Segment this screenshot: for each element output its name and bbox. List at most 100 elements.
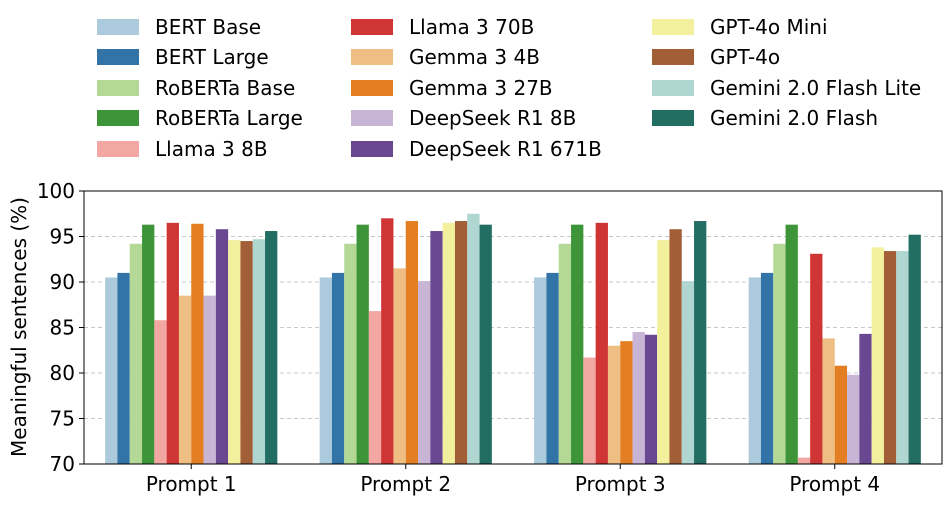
legend-swatch-roberta-large <box>97 110 139 126</box>
y-axis: 70 75 80 85 90 95 100 <box>37 179 84 476</box>
legend-swatch-llama-3-70b <box>351 19 393 35</box>
bar-llama-3-70b-prompt-1 <box>166 222 179 464</box>
y-tick-label: 90 <box>50 270 75 294</box>
bar-gemini-2-0-flash-lite-prompt-4 <box>896 251 909 464</box>
y-tick-label: 85 <box>50 316 75 340</box>
legend-swatch-gemini-2-0-flash-lite <box>652 80 694 96</box>
legend-swatch-deepseek-r1-671b <box>351 141 393 157</box>
bars <box>105 213 921 464</box>
bar-llama-3-70b-prompt-2 <box>381 218 394 464</box>
bar-llama-3-70b-prompt-4 <box>810 253 823 464</box>
bar-gemini-2-0-flash-lite-prompt-2 <box>467 213 480 464</box>
bar-roberta-large-prompt-1 <box>142 224 155 464</box>
bar-deepseek-r1-671b-prompt-2 <box>430 231 443 464</box>
legend-label-gemma-3-4b: Gemma 3 4B <box>409 45 540 69</box>
bar-gemma-3-4b-prompt-4 <box>822 338 835 464</box>
bar-gemini-2-0-flash-prompt-2 <box>479 224 492 464</box>
legend-label-gemini-2-0-flash-lite: Gemini 2.0 Flash Lite <box>710 76 921 100</box>
legend-label-bert-large: BERT Large <box>155 45 269 69</box>
bar-gemma-3-4b-prompt-1 <box>178 295 192 464</box>
bar-roberta-large-prompt-3 <box>571 224 584 464</box>
bar-gpt-4o-prompt-4 <box>883 251 897 464</box>
bar-bert-large-prompt-3 <box>546 272 559 464</box>
legend-swatch-gpt-4o-mini <box>652 19 694 35</box>
bar-deepseek-r1-671b-prompt-4 <box>859 333 872 464</box>
bar-gemini-2-0-flash-lite-prompt-3 <box>681 281 695 464</box>
legend-swatch-llama-3-8b <box>97 141 139 157</box>
x-tick-label: Prompt 3 <box>575 472 666 496</box>
bar-roberta-large-prompt-4 <box>785 224 798 464</box>
bar-llama-3-70b-prompt-3 <box>595 222 608 464</box>
bar-roberta-base-prompt-2 <box>344 243 357 464</box>
bar-deepseek-r1-8b-prompt-4 <box>847 374 860 464</box>
bar-bert-large-prompt-2 <box>331 272 345 464</box>
legend-swatch-gemma-3-27b <box>351 80 393 96</box>
legend-swatch-deepseek-r1-8b <box>351 110 393 126</box>
legend-label-llama-3-8b: Llama 3 8B <box>155 137 268 161</box>
x-tick-label: Prompt 2 <box>360 472 451 496</box>
legend-label-deepseek-r1-671b: DeepSeek R1 671B <box>409 137 602 161</box>
y-tick-label: 95 <box>50 225 75 249</box>
legend: BERT Base BERT Large RoBERTa Base RoBERTa L… <box>97 15 921 161</box>
bar-gpt-4o-prompt-3 <box>669 229 682 464</box>
legend-label-deepseek-r1-8b: DeepSeek R1 8B <box>409 106 576 130</box>
bar-roberta-base-prompt-1 <box>129 243 143 464</box>
y-tick-label: 80 <box>50 361 75 385</box>
legend-swatch-gemini-2-0-flash <box>652 110 694 126</box>
legend-label-gpt-4o: GPT-4o <box>710 45 780 69</box>
bar-llama-3-8b-prompt-3 <box>583 357 596 464</box>
bar-deepseek-r1-8b-prompt-3 <box>632 332 645 464</box>
bar-roberta-base-prompt-3 <box>558 243 572 464</box>
legend-swatch-gpt-4o <box>652 49 694 65</box>
bar-bert-large-prompt-4 <box>760 272 774 464</box>
bar-gpt-4o-mini-prompt-3 <box>657 240 670 464</box>
bar-gemini-2-0-flash-prompt-4 <box>908 234 921 464</box>
bar-bert-base-prompt-1 <box>105 277 118 464</box>
bar-deepseek-r1-671b-prompt-3 <box>644 334 658 464</box>
legend-label-gemini-2-0-flash: Gemini 2.0 Flash <box>710 106 878 130</box>
bar-deepseek-r1-671b-prompt-1 <box>215 229 229 464</box>
legend-swatch-roberta-base <box>97 80 139 96</box>
legend-label-gpt-4o-mini: GPT-4o Mini <box>710 15 828 39</box>
bar-bert-large-prompt-1 <box>117 272 130 464</box>
legend-label-roberta-large: RoBERTa Large <box>155 106 303 130</box>
bar-bert-base-prompt-2 <box>319 277 332 464</box>
legend-label-bert-base: BERT Base <box>155 15 261 39</box>
y-tick-label: 75 <box>50 407 75 431</box>
y-tick-label: 100 <box>37 179 75 203</box>
bar-deepseek-r1-8b-prompt-1 <box>203 295 216 464</box>
x-axis: Prompt 1 Prompt 2 Prompt 3 Prompt 4 <box>146 464 880 496</box>
legend-label-llama-3-70b: Llama 3 70B <box>409 15 534 39</box>
bar-gpt-4o-prompt-1 <box>240 241 253 464</box>
bar-gemini-2-0-flash-prompt-3 <box>694 221 707 464</box>
bar-gemma-3-4b-prompt-2 <box>393 268 406 464</box>
bar-gpt-4o-mini-prompt-4 <box>871 247 884 464</box>
bar-llama-3-8b-prompt-2 <box>368 311 382 464</box>
x-tick-label: Prompt 1 <box>146 472 237 496</box>
x-tick-label: Prompt 4 <box>789 472 880 496</box>
legend-label-gemma-3-27b: Gemma 3 27B <box>409 76 553 100</box>
bar-gpt-4o-prompt-2 <box>454 221 468 464</box>
bar-llama-3-8b-prompt-1 <box>154 320 167 464</box>
legend-swatch-bert-large <box>97 49 139 65</box>
bar-gemma-3-27b-prompt-1 <box>191 223 204 464</box>
bar-bert-base-prompt-3 <box>534 277 547 464</box>
legend-swatch-bert-base <box>97 19 139 35</box>
bar-bert-base-prompt-4 <box>748 277 761 464</box>
y-axis-label: Meaningful sentences (%) <box>7 197 31 457</box>
bar-gemma-3-27b-prompt-3 <box>620 341 633 464</box>
bar-gemini-2-0-flash-lite-prompt-1 <box>252 239 266 464</box>
bar-roberta-base-prompt-4 <box>773 243 786 464</box>
bar-gpt-4o-mini-prompt-1 <box>228 240 241 464</box>
bar-gemini-2-0-flash-prompt-1 <box>265 231 278 464</box>
bar-gemma-3-27b-prompt-2 <box>405 221 419 464</box>
bar-roberta-large-prompt-2 <box>356 224 369 464</box>
legend-label-roberta-base: RoBERTa Base <box>155 76 295 100</box>
bar-deepseek-r1-8b-prompt-2 <box>418 281 431 464</box>
legend-swatch-gemma-3-4b <box>351 49 393 65</box>
y-tick-label: 70 <box>50 452 75 476</box>
bar-gemma-3-4b-prompt-3 <box>607 345 621 464</box>
bar-llama-3-8b-prompt-4 <box>797 457 811 464</box>
bar-gpt-4o-mini-prompt-2 <box>442 222 455 464</box>
